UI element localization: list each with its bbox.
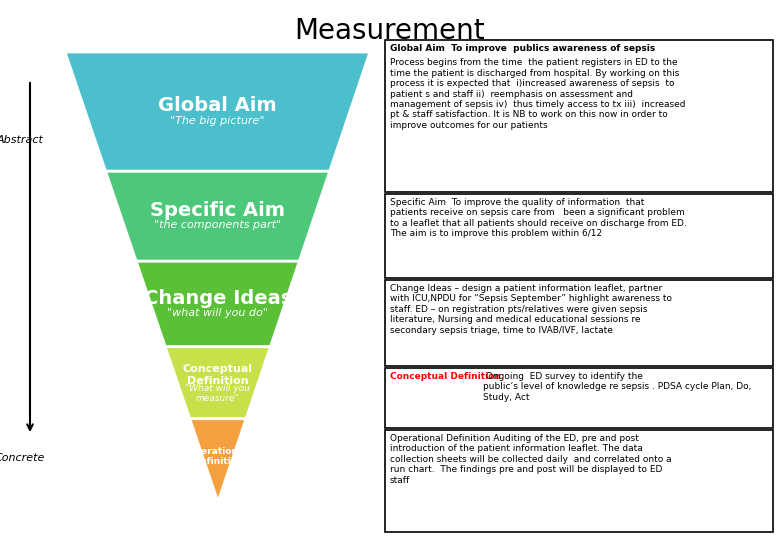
Text: Measurement: Measurement <box>295 17 485 45</box>
Text: Operational
Definition: Operational Definition <box>188 447 248 466</box>
Text: Global Aim  To improve  publics awareness of sepsis: Global Aim To improve publics awareness … <box>390 44 655 53</box>
Text: Conceptual
Definition: Conceptual Definition <box>183 364 253 386</box>
Text: Change Ideas – design a patient information leaflet, partner
with ICU,NPDU for “: Change Ideas – design a patient informat… <box>390 284 672 335</box>
Text: Concrete: Concrete <box>0 453 45 463</box>
Text: Process begins from the time  the patient registers in ED to the
time the patien: Process begins from the time the patient… <box>390 58 686 130</box>
Text: Global Aim: Global Aim <box>158 96 277 115</box>
Bar <box>385 280 773 366</box>
Text: Change Ideas: Change Ideas <box>144 288 292 307</box>
Text: Ongoing  ED survey to identify the
public’s level of knowledge re sepsis . PDSA : Ongoing ED survey to identify the public… <box>483 372 751 402</box>
Bar <box>385 194 773 278</box>
Polygon shape <box>65 52 370 171</box>
Text: Specific Aim: Specific Aim <box>151 201 285 220</box>
Bar <box>385 40 773 192</box>
Bar <box>385 368 773 428</box>
Bar <box>385 430 773 532</box>
Text: "What will you
measure": "What will you measure" <box>186 384 250 403</box>
Polygon shape <box>105 171 330 261</box>
Text: Abstract: Abstract <box>0 135 44 145</box>
Text: "the components part": "the components part" <box>154 220 282 230</box>
Polygon shape <box>190 418 246 502</box>
Polygon shape <box>165 347 271 418</box>
Text: Conceptual Definition: Conceptual Definition <box>390 372 501 381</box>
Text: Operational Definition Auditing of the ED, pre and post
introduction of the pati: Operational Definition Auditing of the E… <box>390 434 672 484</box>
Text: "The big picture": "The big picture" <box>170 116 265 126</box>
Polygon shape <box>136 261 300 347</box>
Text: "what will you do": "what will you do" <box>168 308 268 318</box>
Text: Specific Aim  To improve the quality of information  that
patients receive on se: Specific Aim To improve the quality of i… <box>390 198 686 238</box>
